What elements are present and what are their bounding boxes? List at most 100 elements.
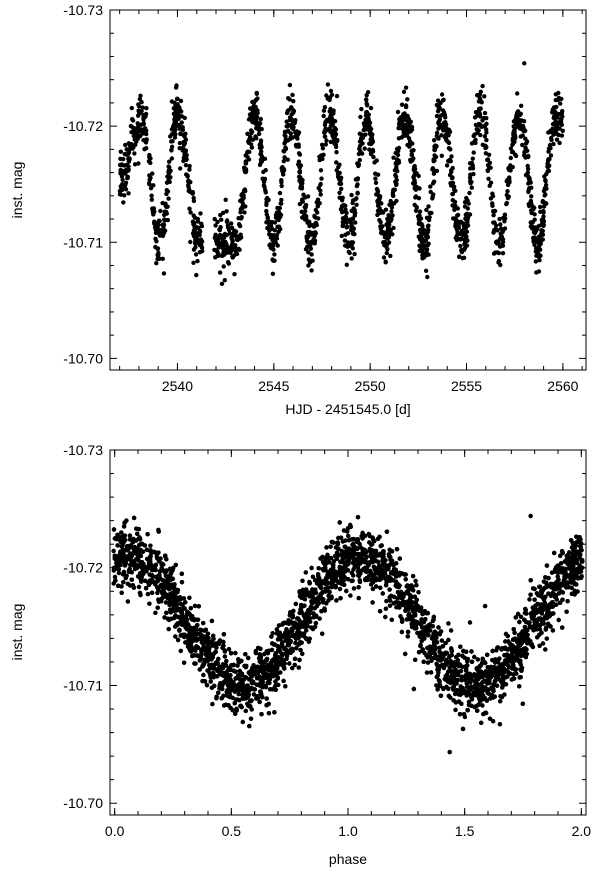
top-data-point	[405, 128, 410, 133]
top-data-point	[229, 225, 235, 230]
top-data-point	[304, 216, 309, 222]
top-data-point	[125, 175, 130, 181]
top-data-point	[393, 174, 399, 179]
top-data-point	[353, 177, 358, 182]
top-y-tick-label: -10.73	[63, 2, 103, 18]
top-data-point	[123, 152, 128, 157]
top-data-point	[493, 226, 498, 232]
top-data-point	[450, 198, 455, 203]
top-data-point	[166, 178, 171, 183]
top-data-point	[422, 243, 428, 248]
top-data-point	[273, 240, 278, 245]
top-data-point	[533, 230, 538, 235]
top-data-point	[446, 133, 451, 138]
top-data-point	[350, 225, 355, 230]
top-data-point	[139, 108, 144, 114]
top-data-point	[383, 207, 389, 212]
top-data-point	[508, 168, 513, 173]
top-data-point	[308, 242, 313, 248]
top-data-point	[291, 124, 296, 130]
top-data-point	[467, 190, 472, 196]
top-data-point	[195, 258, 200, 264]
top-data-point	[547, 156, 552, 162]
top-data-point	[123, 163, 129, 168]
top-data-point	[177, 140, 183, 146]
top-data-point	[289, 105, 294, 110]
top-data-point	[186, 178, 191, 183]
top-data-point	[223, 248, 228, 253]
top-data-point	[162, 217, 167, 222]
top-data-point	[314, 222, 319, 228]
top-data-point	[191, 213, 196, 218]
top-data-point	[325, 82, 331, 87]
top-data-point	[258, 143, 264, 148]
top-data-point	[320, 153, 325, 158]
top-data-point	[339, 198, 345, 203]
top-data-point	[166, 171, 172, 176]
top-data-point	[160, 256, 165, 261]
top-data-point	[343, 243, 348, 248]
top-data-point	[338, 207, 344, 212]
top-data-point	[324, 93, 329, 98]
top-data-point	[408, 157, 413, 163]
top-data-point	[428, 184, 433, 189]
top-data-point	[434, 134, 439, 139]
top-data-point	[368, 141, 373, 147]
top-data-point	[364, 101, 369, 106]
top-data-point	[500, 251, 506, 256]
top-data-point	[532, 235, 537, 240]
top-data-point	[444, 163, 450, 168]
top-data-point	[178, 131, 183, 137]
top-data-point	[534, 270, 539, 275]
top-data-point	[166, 164, 171, 169]
top-data-point	[542, 174, 547, 179]
top-data-point	[366, 125, 371, 131]
top-data-point	[329, 112, 335, 117]
top-data-point	[224, 209, 229, 214]
top-data-point	[138, 133, 143, 139]
top-data-point	[388, 198, 393, 204]
top-data-point	[359, 106, 364, 112]
top-data-point	[169, 131, 175, 137]
top-data-point	[534, 238, 540, 243]
top-data-point	[462, 246, 467, 251]
top-data-point	[407, 142, 412, 147]
top-data-point	[541, 208, 546, 214]
top-data-point	[215, 239, 221, 244]
top-data-point	[485, 157, 490, 163]
top-data-point	[498, 222, 503, 227]
top-data-point	[395, 168, 400, 174]
top-data-point	[196, 225, 201, 231]
top-data-point	[169, 147, 174, 152]
top-data-point	[355, 161, 360, 166]
top-data-point	[160, 222, 165, 227]
top-data-point	[342, 203, 347, 208]
top-data-point	[334, 93, 340, 99]
top-data-point	[513, 153, 519, 159]
top-data-point	[425, 235, 430, 240]
top-data-point	[391, 225, 396, 231]
top-data-point	[389, 209, 394, 214]
top-data-point	[560, 128, 565, 133]
top-data-point	[390, 192, 396, 197]
top-data-point	[342, 238, 348, 243]
top-data-point	[506, 176, 512, 181]
top-data-point	[490, 201, 495, 206]
top-data-point	[442, 135, 448, 140]
top-data-point	[480, 83, 485, 89]
top-data-point	[136, 161, 141, 166]
top-data-point	[499, 234, 504, 239]
top-data-point	[253, 98, 258, 103]
top-data-point	[465, 215, 470, 220]
top-data-point	[164, 209, 169, 215]
top-data-point	[362, 146, 367, 151]
top-data-point	[403, 103, 409, 108]
top-data-point	[313, 231, 318, 236]
top-data-point	[474, 127, 479, 132]
top-data-point	[464, 229, 470, 234]
top-data-point	[229, 235, 234, 240]
top-data-point	[322, 105, 328, 110]
top-data-point	[134, 137, 140, 142]
top-data-point	[391, 187, 396, 193]
top-data-point	[497, 244, 503, 249]
